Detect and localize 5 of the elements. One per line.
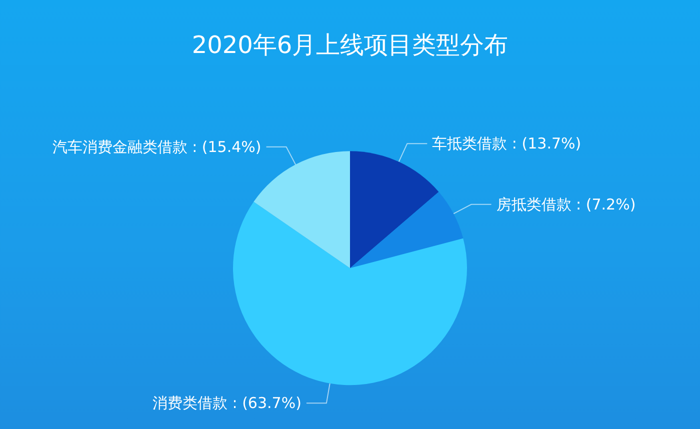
slice-label: 车抵类借款 : (13.7%) — [432, 134, 582, 153]
slice-label: 房抵类借款 : (7.2%) — [496, 195, 636, 214]
slice-label: 汽车消费金融类借款 : (15.4%) — [52, 138, 262, 156]
slice-label: 消费类借款 : (63.7%) — [152, 394, 302, 412]
chart-title: 2020年6月上线项目类型分布 — [192, 31, 508, 59]
